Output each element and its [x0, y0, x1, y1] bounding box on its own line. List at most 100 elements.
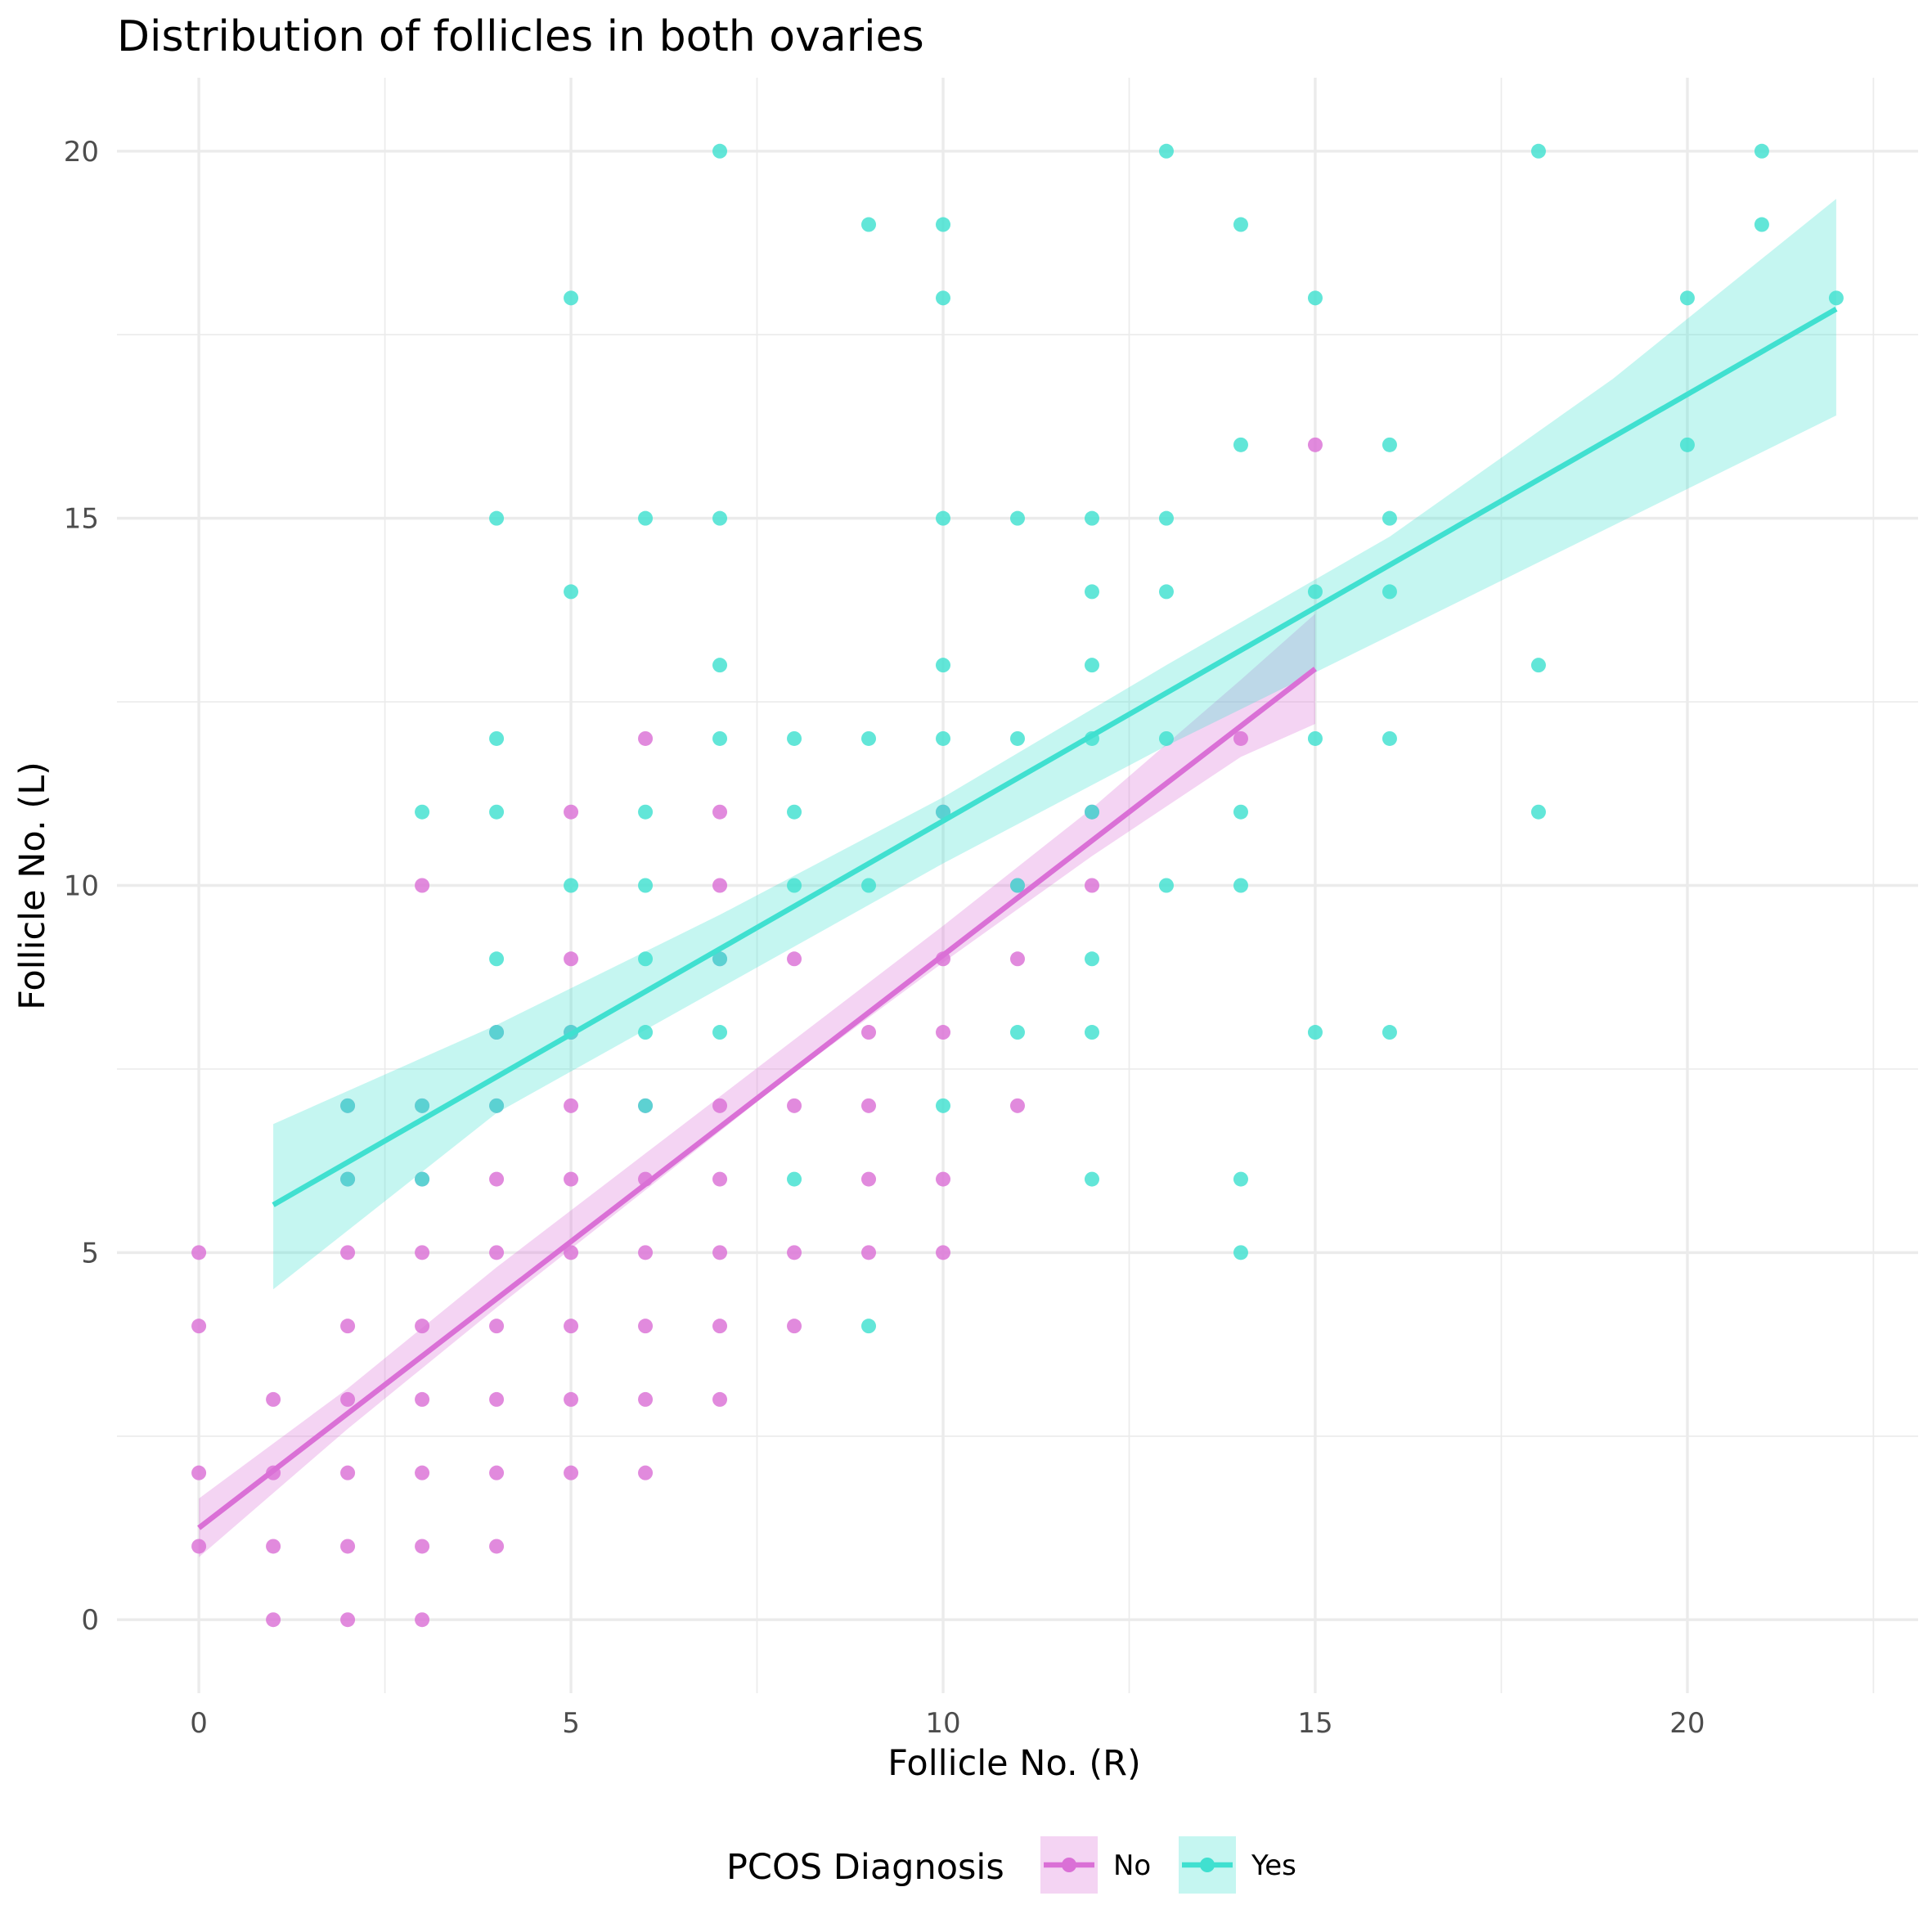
point-no — [340, 1391, 356, 1407]
point-no — [415, 1245, 430, 1260]
point-yes — [1233, 1245, 1248, 1260]
point-no — [1233, 730, 1248, 746]
y-tick-label: 10 — [64, 870, 99, 903]
point-yes — [861, 878, 877, 893]
legend-item-no: No — [1040, 1836, 1151, 1894]
chart-title: Distribution of follicles in both ovarie… — [117, 12, 924, 61]
point-no — [638, 1245, 654, 1260]
point-no — [340, 1465, 356, 1480]
point-yes — [1084, 804, 1099, 820]
point-yes — [638, 510, 654, 526]
point-yes — [1382, 510, 1397, 526]
point-yes — [1307, 290, 1323, 306]
point-no — [191, 1319, 207, 1334]
point-yes — [1679, 290, 1695, 306]
point-no — [787, 1245, 802, 1260]
y-axis-label: Follicle No. (L) — [12, 762, 53, 1010]
legend: PCOS Diagnosis No Yes — [726, 1836, 1296, 1894]
point-no — [191, 1245, 207, 1260]
point-no — [266, 1539, 281, 1554]
point-no — [266, 1612, 281, 1628]
fit-line-yes — [272, 306, 1838, 1207]
point-yes — [1158, 878, 1174, 893]
point-yes — [1084, 951, 1099, 967]
point-no — [712, 1319, 728, 1334]
point-yes — [712, 1025, 728, 1040]
x-axis-ticks: 0 5 10 15 20 — [190, 1707, 1705, 1740]
point-yes — [1382, 730, 1397, 746]
point-no — [861, 1098, 877, 1113]
point-yes — [936, 510, 951, 526]
point-yes — [1158, 584, 1174, 600]
y-tick-label: 5 — [81, 1237, 99, 1269]
point-yes — [1530, 804, 1546, 820]
point-no — [787, 1319, 802, 1334]
point-yes — [638, 951, 654, 967]
point-no — [638, 730, 654, 746]
point-yes — [861, 730, 877, 746]
point-yes — [861, 1319, 877, 1334]
point-no — [936, 1171, 951, 1187]
x-tick-label: 20 — [1669, 1707, 1705, 1740]
point-yes — [1084, 1025, 1099, 1040]
point-yes — [1530, 143, 1546, 159]
point-no — [1084, 878, 1099, 893]
point-yes — [489, 1025, 505, 1040]
legend-key-point — [1200, 1858, 1215, 1872]
point-no — [191, 1465, 207, 1480]
point-no — [489, 1245, 505, 1260]
fit-lines — [197, 306, 1838, 1530]
point-no — [712, 1098, 728, 1113]
point-yes — [712, 510, 728, 526]
point-yes — [712, 951, 728, 967]
point-yes — [936, 658, 951, 673]
point-yes — [787, 878, 802, 893]
point-no — [340, 1539, 356, 1554]
point-no — [638, 1465, 654, 1480]
point-no — [936, 1025, 951, 1040]
point-no — [415, 878, 430, 893]
point-yes — [1233, 878, 1248, 893]
legend-key-point — [1062, 1858, 1076, 1872]
point-yes — [1382, 437, 1397, 452]
legend-item-yes: Yes — [1179, 1836, 1296, 1894]
point-yes — [489, 951, 505, 967]
point-yes — [564, 878, 579, 893]
point-yes — [787, 804, 802, 820]
legend-label-yes: Yes — [1251, 1849, 1296, 1882]
point-yes — [1010, 510, 1025, 526]
point-yes — [1679, 437, 1695, 452]
point-yes — [861, 217, 877, 232]
point-no — [564, 1098, 579, 1113]
point-no — [415, 1465, 430, 1480]
confidence-band-no — [199, 613, 1315, 1557]
point-no — [564, 1319, 579, 1334]
point-yes — [489, 730, 505, 746]
y-axis-ticks: 0 5 10 15 20 — [64, 136, 99, 1637]
point-no — [415, 1391, 430, 1407]
point-no — [564, 1171, 579, 1187]
point-yes — [1010, 1025, 1025, 1040]
point-yes — [415, 804, 430, 820]
point-no — [489, 1319, 505, 1334]
point-yes — [638, 1098, 654, 1113]
legend-keys: No Yes — [1040, 1836, 1296, 1894]
point-yes — [564, 584, 579, 600]
point-no — [712, 1245, 728, 1260]
point-yes — [936, 290, 951, 306]
point-yes — [1754, 143, 1769, 159]
point-no — [564, 804, 579, 820]
point-no — [415, 1539, 430, 1554]
point-yes — [712, 143, 728, 159]
confidence-bands — [199, 199, 1836, 1557]
point-yes — [340, 1098, 356, 1113]
point-no — [489, 1171, 505, 1187]
point-no — [1010, 1098, 1025, 1113]
point-yes — [1010, 878, 1025, 893]
point-no — [1010, 951, 1025, 967]
legend-label-no: No — [1113, 1849, 1151, 1882]
point-yes — [1233, 1171, 1248, 1187]
point-no — [787, 1098, 802, 1113]
x-tick-label: 15 — [1297, 1707, 1332, 1740]
point-yes — [787, 730, 802, 746]
